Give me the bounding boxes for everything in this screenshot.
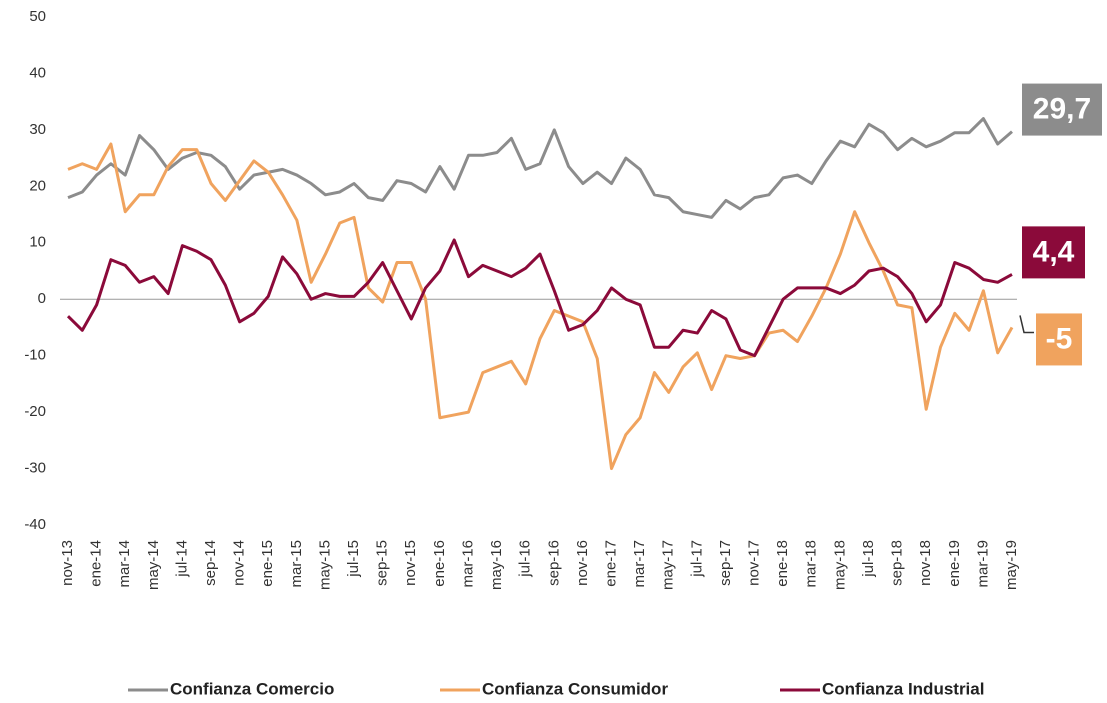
y-tick-label: 40: [29, 64, 46, 81]
x-tick-label: may-19: [1003, 540, 1020, 590]
value-box: [1036, 313, 1082, 366]
x-tick-label: ene-19: [946, 540, 963, 587]
value-box: [1022, 83, 1102, 136]
x-tick-label: may-14: [145, 540, 162, 590]
value-label: -5: [1046, 322, 1073, 355]
x-tick-label: jul-16: [517, 540, 534, 578]
value-label: 29,7: [1033, 93, 1091, 126]
x-tick-label: nov-18: [917, 540, 934, 586]
series-line: [66, 238, 1013, 358]
x-tick-label: may-17: [660, 540, 677, 590]
x-tick-label: sep-15: [374, 540, 391, 586]
series-line: [67, 117, 1013, 219]
y-tick-label: 20: [29, 177, 46, 194]
y-tick-label: 10: [29, 234, 46, 251]
value-box: [1022, 226, 1085, 279]
y-tick-label: 50: [29, 8, 46, 25]
x-tick-label: jul-18: [860, 540, 877, 578]
x-tick-label: jul-17: [688, 540, 705, 578]
x-tick-label: may-16: [488, 540, 505, 590]
x-tick-label: may-18: [831, 540, 848, 590]
x-tick-label: nov-14: [231, 540, 248, 586]
x-tick-label: mar-17: [631, 540, 648, 588]
y-tick-label: 30: [29, 121, 46, 138]
legend-label: Confianza Comercio: [170, 679, 334, 698]
x-tick-label: ene-18: [774, 540, 791, 587]
x-tick-label: nov-16: [574, 540, 591, 586]
x-tick-label: ene-17: [602, 540, 619, 587]
x-tick-label: jul-14: [173, 540, 190, 578]
y-tick-label: -30: [24, 460, 46, 477]
x-tick-label: nov-13: [59, 540, 76, 586]
connector: [1019, 315, 1034, 334]
x-tick-label: ene-15: [259, 540, 276, 587]
series-line: [67, 142, 1014, 471]
legend-label: Confianza Industrial: [822, 679, 984, 698]
y-tick-label: -40: [24, 516, 46, 533]
x-tick-label: jul-15: [345, 540, 362, 578]
x-tick-label: sep-16: [545, 540, 562, 586]
x-tick-label: mar-18: [803, 540, 820, 588]
y-tick-label: -20: [24, 403, 46, 420]
x-tick-label: sep-17: [717, 540, 734, 586]
x-tick-label: nov-15: [402, 540, 419, 586]
x-tick-label: sep-18: [889, 540, 906, 586]
legend-label: Confianza Consumidor: [482, 679, 668, 698]
x-tick-label: mar-14: [116, 540, 133, 588]
x-tick-label: nov-17: [746, 540, 763, 586]
x-tick-label: mar-16: [459, 540, 476, 588]
x-tick-label: ene-14: [88, 540, 105, 587]
x-tick-label: may-15: [316, 540, 333, 590]
x-tick-label: ene-16: [431, 540, 448, 587]
x-tick-label: sep-14: [202, 540, 219, 586]
value-label: 4,4: [1033, 235, 1075, 268]
y-tick-label: -10: [24, 347, 46, 364]
x-tick-label: mar-15: [288, 540, 305, 588]
x-tick-label: mar-19: [974, 540, 991, 588]
y-tick-label: 0: [38, 290, 46, 307]
